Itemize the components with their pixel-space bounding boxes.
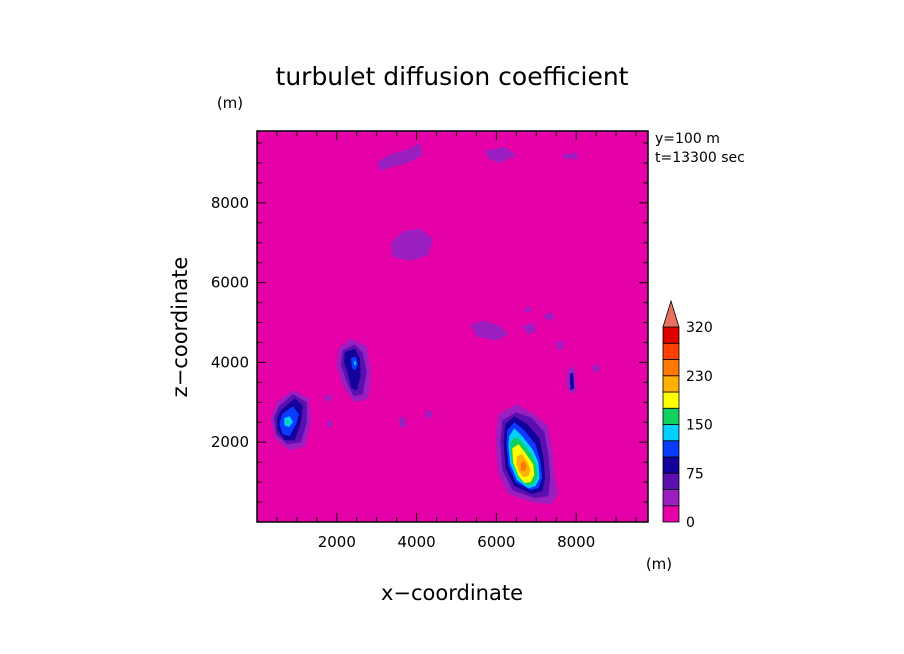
colorbar-tick-label: 230 [686, 369, 713, 385]
y-axis-unit: (m) [217, 94, 243, 112]
colorbar-box-5 [662, 424, 680, 442]
colorbar-box-2 [662, 472, 680, 490]
contour-region-26 [470, 320, 509, 341]
colorbar-box-9 [662, 359, 680, 377]
colorbar-tick-label: 0 [686, 515, 695, 531]
colorbar-box-1 [662, 489, 680, 507]
x-tick-label: 8000 [557, 533, 595, 551]
y-axis-ticks: 2000 4000 6000 8000 [211, 142, 648, 503]
x-tick-label: 6000 [477, 533, 515, 551]
y-tick-label: 6000 [211, 274, 249, 292]
contour-region-17 [344, 348, 361, 391]
contour-region-8 [521, 461, 527, 472]
annotation-y-level: y=100 m [655, 131, 720, 147]
contour-region-30 [592, 364, 601, 373]
colorbar-box-6 [662, 407, 680, 425]
colorbar-tick-label: 150 [686, 418, 713, 434]
annotation-time: t=13300 sec [655, 150, 745, 166]
contour-region-28 [544, 312, 555, 321]
colorbar-box-0 [662, 505, 680, 523]
y-tick-label: 4000 [211, 353, 249, 371]
x-tick-label: 4000 [397, 533, 435, 551]
contour-region-25 [390, 228, 433, 261]
contour-region-24 [562, 152, 579, 159]
contour-region-21 [569, 372, 575, 391]
colorbar-box-3 [662, 456, 680, 474]
colorbar-box-4 [662, 440, 680, 458]
contour-region-14 [286, 419, 290, 425]
contour-region-35 [524, 306, 532, 313]
contour-region-34 [424, 410, 433, 419]
contour-regions [271, 143, 601, 504]
contour-region-29 [556, 340, 565, 351]
contour-region-19 [353, 360, 357, 366]
plot-background [257, 131, 648, 522]
x-tick-label: 2000 [318, 533, 356, 551]
chart-title: turbulet diffusion coefficient [276, 62, 629, 91]
y-axis-label: z−coordinate [168, 257, 192, 398]
x-axis-unit: (m) [646, 555, 672, 573]
contour-region-32 [326, 420, 333, 427]
contour-region-23 [484, 147, 517, 163]
x-axis-ticks: 2000 4000 6000 8000 [276, 131, 637, 551]
colorbar-extend-arrow [662, 299, 680, 328]
contour-region-22 [376, 143, 423, 171]
contour-region-33 [398, 416, 407, 429]
colorbar-box-8 [662, 375, 680, 393]
x-axis-label: x−coordinate [381, 581, 523, 605]
y-tick-label: 2000 [211, 433, 249, 451]
colorbar-tick-label: 75 [686, 466, 704, 482]
colorbar-box-10 [662, 342, 680, 360]
colorbar-box-7 [662, 391, 680, 409]
colorbar-box-11 [662, 326, 680, 344]
contour-region-31 [324, 394, 332, 402]
colorbar: 0 75 150 230 320 [662, 299, 713, 531]
contour-region-27 [522, 322, 537, 335]
colorbar-tick-label: 320 [686, 320, 713, 336]
plot-frame [256, 130, 649, 523]
y-tick-label: 8000 [211, 194, 249, 212]
